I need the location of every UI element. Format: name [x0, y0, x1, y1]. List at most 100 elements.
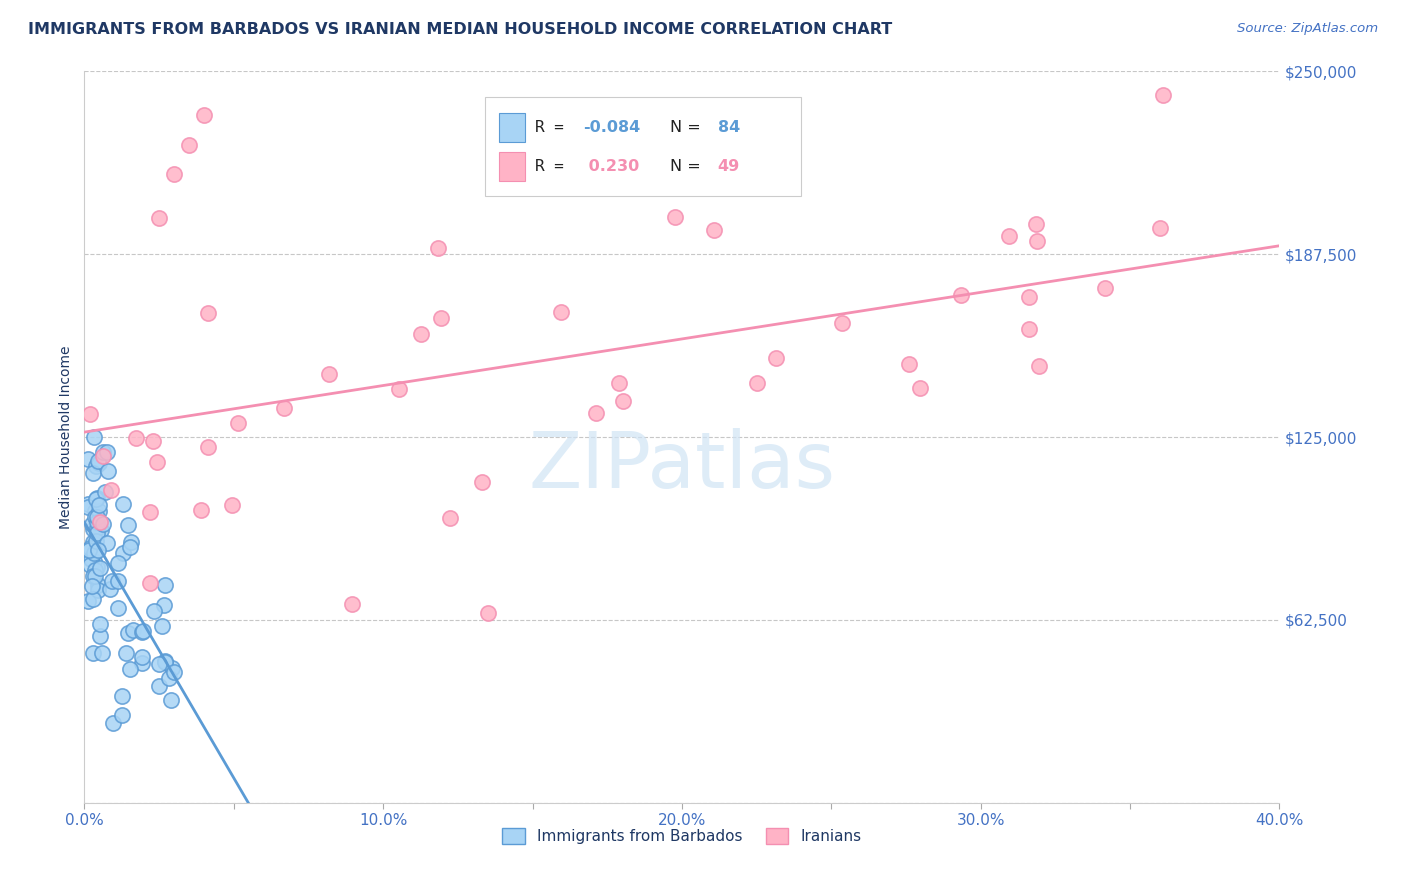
- Text: IMMIGRANTS FROM BARBADOS VS IRANIAN MEDIAN HOUSEHOLD INCOME CORRELATION CHART: IMMIGRANTS FROM BARBADOS VS IRANIAN MEDI…: [28, 22, 893, 37]
- Point: [131, 649, 153, 664]
- Legend: Immigrants from Barbados, Iranians: Immigrants from Barbados, Iranians: [496, 822, 868, 850]
- Point: [86, 510, 108, 524]
- Point: [100, 574, 122, 589]
- Point: [82, 646, 104, 660]
- Point: [146, 455, 169, 469]
- Bar: [499, 113, 526, 143]
- Point: [96, 536, 118, 550]
- Point: [765, 351, 787, 365]
- Point: [77, 497, 100, 511]
- Point: [107, 574, 129, 589]
- Point: [80, 516, 103, 531]
- Text: ZIPatlas: ZIPatlas: [529, 428, 835, 504]
- Point: [117, 518, 139, 533]
- Point: [747, 376, 769, 390]
- Point: [148, 211, 170, 225]
- Point: [664, 210, 686, 224]
- Point: [132, 624, 155, 638]
- Point: [79, 558, 101, 572]
- Point: [86, 515, 108, 529]
- Point: [79, 407, 101, 421]
- Point: [82, 579, 104, 593]
- Point: [318, 368, 340, 382]
- Point: [86, 492, 108, 507]
- Point: [107, 556, 129, 570]
- Point: [89, 515, 111, 529]
- Point: [197, 306, 219, 320]
- Point: [83, 554, 105, 568]
- Point: [131, 656, 153, 670]
- Point: [197, 440, 219, 454]
- Point: [152, 598, 174, 612]
- FancyBboxPatch shape: [485, 97, 801, 195]
- Point: [471, 475, 494, 489]
- Point: [439, 511, 461, 525]
- Point: [150, 619, 173, 633]
- Point: [111, 497, 134, 511]
- Point: [84, 563, 107, 577]
- Point: [1152, 87, 1174, 102]
- Point: [98, 582, 121, 596]
- Point: [111, 707, 134, 722]
- Point: [77, 594, 100, 608]
- Text: R =: R =: [534, 159, 574, 174]
- Point: [131, 624, 153, 639]
- Point: [148, 657, 170, 672]
- Point: [193, 108, 215, 122]
- Point: [1018, 322, 1040, 336]
- Point: [117, 625, 139, 640]
- Point: [84, 504, 107, 518]
- Point: [89, 629, 111, 643]
- Point: [125, 431, 148, 445]
- Point: [82, 569, 104, 583]
- Point: [898, 357, 921, 371]
- Point: [86, 525, 108, 540]
- Point: [83, 430, 105, 444]
- Point: [159, 693, 181, 707]
- Text: -0.084: -0.084: [582, 120, 640, 136]
- Point: [82, 592, 104, 607]
- Point: [160, 661, 183, 675]
- Point: [87, 542, 110, 557]
- Point: [1149, 220, 1171, 235]
- Point: [143, 604, 166, 618]
- Point: [477, 606, 499, 620]
- Point: [115, 646, 138, 660]
- Point: [702, 223, 724, 237]
- Point: [1018, 290, 1040, 304]
- Point: [87, 456, 110, 470]
- Point: [84, 533, 107, 548]
- Point: [221, 498, 243, 512]
- Point: [87, 578, 110, 592]
- Point: [340, 597, 363, 611]
- Point: [111, 689, 134, 703]
- Point: [86, 491, 108, 505]
- Point: [84, 458, 107, 473]
- Point: [120, 535, 142, 549]
- Point: [82, 523, 104, 537]
- Point: [148, 679, 170, 693]
- Point: [121, 623, 143, 637]
- Text: 84: 84: [718, 120, 740, 136]
- Point: [90, 523, 112, 537]
- Point: [612, 394, 634, 409]
- Point: [427, 241, 450, 255]
- Bar: [499, 152, 526, 181]
- Point: [550, 304, 572, 318]
- Point: [153, 577, 176, 591]
- Point: [89, 561, 111, 575]
- Point: [87, 583, 110, 598]
- Point: [153, 656, 176, 670]
- Point: [226, 416, 249, 430]
- Point: [89, 616, 111, 631]
- Point: [107, 601, 129, 615]
- Point: [163, 167, 186, 181]
- Point: [91, 445, 114, 459]
- Point: [90, 646, 112, 660]
- Point: [87, 454, 110, 468]
- Point: [429, 311, 451, 326]
- Point: [86, 520, 108, 534]
- Point: [998, 229, 1021, 244]
- Point: [100, 483, 122, 498]
- Point: [388, 382, 411, 396]
